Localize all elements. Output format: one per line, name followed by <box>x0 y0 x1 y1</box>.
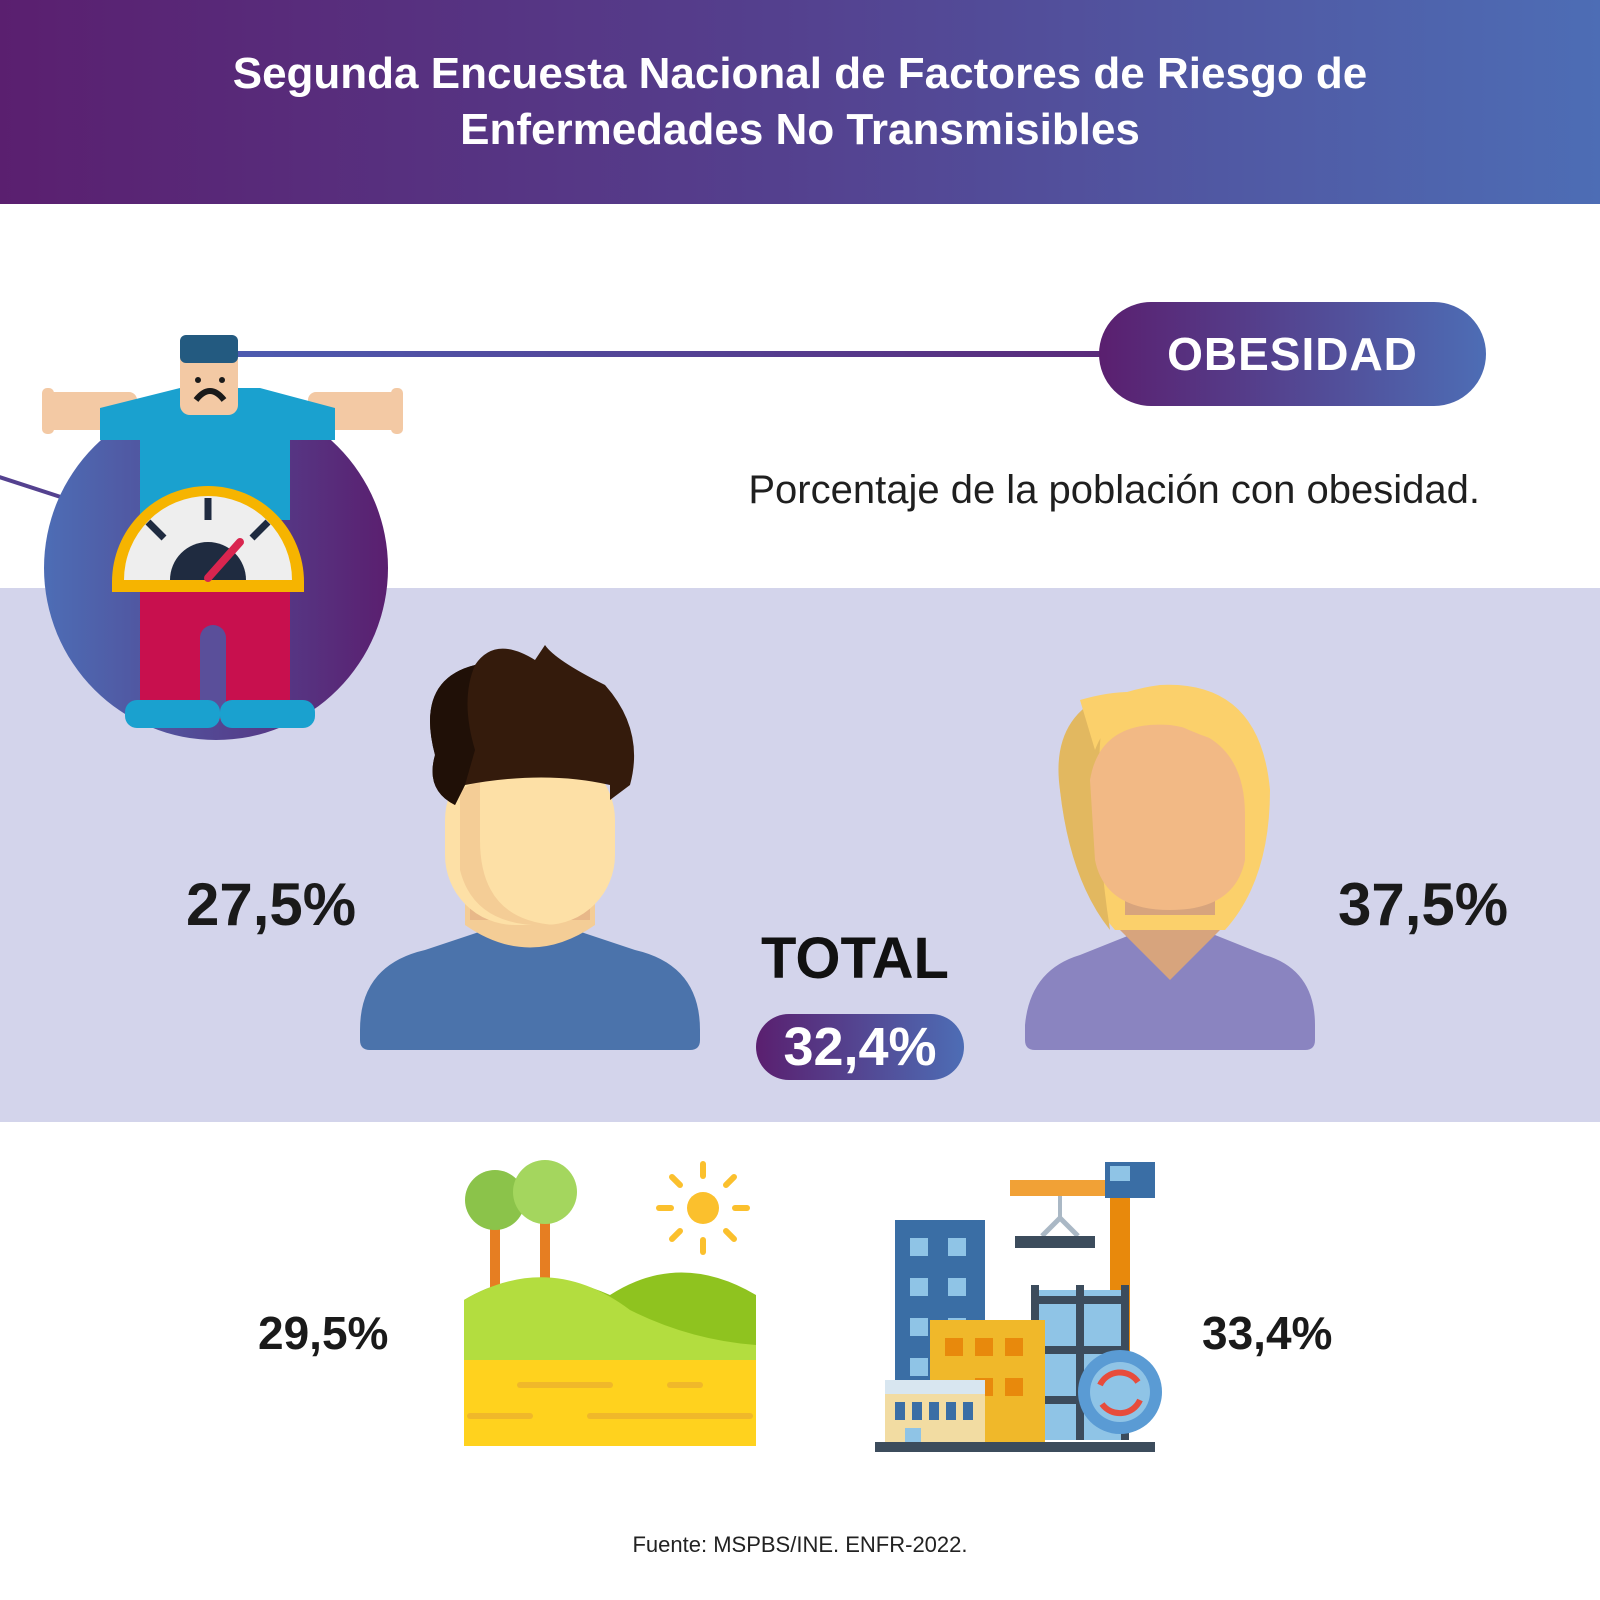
male-percentage: 27,5% <box>186 871 357 938</box>
urban-percentage: 33,4% <box>1202 1307 1333 1359</box>
connector-line <box>230 351 1110 357</box>
rural-landscape-icon <box>460 1160 760 1455</box>
topic-subtitle: Porcentaje de la población con obesidad. <box>748 468 1480 512</box>
rural-percentage: 29,5% <box>258 1307 389 1359</box>
source-note: Fuente: MSPBS/INE. ENFR-2022. <box>632 1532 968 1557</box>
obesity-scale-icon <box>30 330 410 755</box>
page-title: Segunda Encuesta Nacional de Factores de… <box>232 49 1368 154</box>
female-percentage: 37,5% <box>1338 871 1509 938</box>
total-percentage: 32,4% <box>756 1014 964 1080</box>
urban-city-icon <box>870 1160 1170 1465</box>
male-avatar-icon <box>355 640 705 1065</box>
topic-badge: OBESIDAD <box>1099 302 1486 406</box>
female-avatar-icon <box>1020 680 1320 1065</box>
header-banner: Segunda Encuesta Nacional de Factores de… <box>0 0 1600 204</box>
total-label: TOTAL <box>761 926 949 991</box>
